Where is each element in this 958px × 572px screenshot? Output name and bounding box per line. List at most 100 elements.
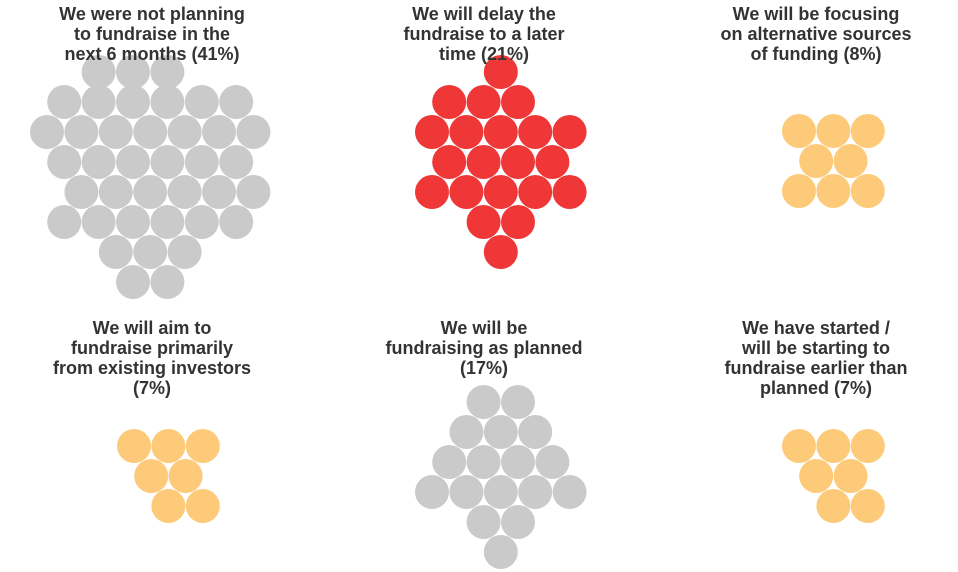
bubble — [483, 415, 518, 449]
bubble — [483, 175, 518, 209]
bubble — [518, 415, 553, 449]
bubble — [98, 115, 133, 149]
bubble — [30, 115, 64, 149]
panel-title-line: from existing investors — [53, 358, 251, 378]
bubble — [501, 385, 535, 419]
bubble — [466, 85, 501, 119]
bubble — [833, 144, 868, 178]
panel-title-line: on alternative sources — [720, 24, 911, 44]
bubble — [850, 114, 885, 148]
bubble — [151, 429, 186, 463]
bubble — [466, 505, 501, 539]
bubble — [202, 175, 236, 209]
bubble — [483, 535, 518, 569]
bubble — [81, 205, 116, 239]
bubble — [150, 145, 185, 179]
bubble — [64, 175, 99, 209]
bubble — [501, 205, 535, 239]
bubble — [219, 205, 254, 239]
bubble — [167, 175, 202, 209]
bubble — [816, 429, 851, 463]
panel-title-line: of funding (8%) — [751, 44, 882, 64]
bubble — [449, 175, 484, 209]
bubble — [850, 489, 885, 523]
bubble — [432, 145, 467, 179]
bubble — [799, 144, 834, 178]
bubble — [219, 145, 254, 179]
bubble — [81, 145, 116, 179]
panel-title-line: time (21%) — [439, 44, 529, 64]
bubble — [134, 459, 169, 493]
bubble — [219, 85, 254, 119]
panel-title-line: We will be focusing — [733, 4, 900, 24]
panel-title-line: will be starting to — [741, 338, 890, 358]
bubble — [133, 235, 168, 269]
panel-title-line: We have started / — [742, 318, 890, 338]
bubble — [782, 114, 816, 148]
bubble — [185, 429, 220, 463]
bubble — [816, 114, 851, 148]
bubble — [116, 265, 150, 299]
panel-title-line: next 6 months (41%) — [64, 44, 239, 64]
bubble — [150, 265, 185, 299]
bubble — [133, 175, 168, 209]
bubble — [98, 175, 133, 209]
bubble — [133, 115, 168, 149]
bubble — [816, 174, 851, 208]
bubble — [432, 85, 467, 119]
bubble — [81, 55, 116, 89]
bubble — [850, 429, 885, 463]
bubble — [236, 175, 271, 209]
panel-title-line: (7%) — [133, 378, 171, 398]
panel-title-line: We were not planning — [59, 4, 245, 24]
bubble — [184, 205, 219, 239]
bubble — [167, 115, 202, 149]
bubble — [483, 235, 518, 269]
bubble — [168, 459, 203, 493]
bubble — [449, 475, 484, 509]
bubble — [552, 175, 587, 209]
bubble — [415, 475, 449, 509]
bubble — [150, 55, 185, 89]
bubble — [501, 505, 535, 539]
panel-title-line: fundraise earlier than — [724, 358, 907, 378]
bubble — [184, 85, 219, 119]
bubble — [518, 475, 553, 509]
bubble — [466, 385, 501, 419]
panel-title-line: to fundraise in the — [74, 24, 230, 44]
bubble — [782, 429, 816, 463]
bubble — [98, 235, 133, 269]
bubble — [415, 115, 449, 149]
bubble — [167, 235, 202, 269]
bubble — [501, 85, 535, 119]
bubble — [501, 145, 535, 179]
bubble — [483, 115, 518, 149]
bubble — [202, 115, 236, 149]
bubble — [850, 174, 885, 208]
panel-title-line: fundraise primarily — [71, 338, 233, 358]
bubble — [116, 55, 150, 89]
bubble — [483, 475, 518, 509]
bubble — [116, 145, 150, 179]
bubble — [518, 115, 553, 149]
bubble — [483, 55, 518, 89]
bubble — [81, 85, 116, 119]
panel-title-line: planned (7%) — [760, 378, 872, 398]
bubble — [236, 115, 271, 149]
bubble — [535, 445, 570, 479]
bubble — [150, 85, 185, 119]
bubble — [116, 205, 150, 239]
panel-title-line: We will delay the — [412, 4, 556, 24]
bubble — [47, 145, 82, 179]
bubble — [117, 429, 151, 463]
bubble — [432, 445, 467, 479]
bubble — [782, 174, 816, 208]
panel-title-line: We will aim to — [93, 318, 212, 338]
bubble — [466, 145, 501, 179]
